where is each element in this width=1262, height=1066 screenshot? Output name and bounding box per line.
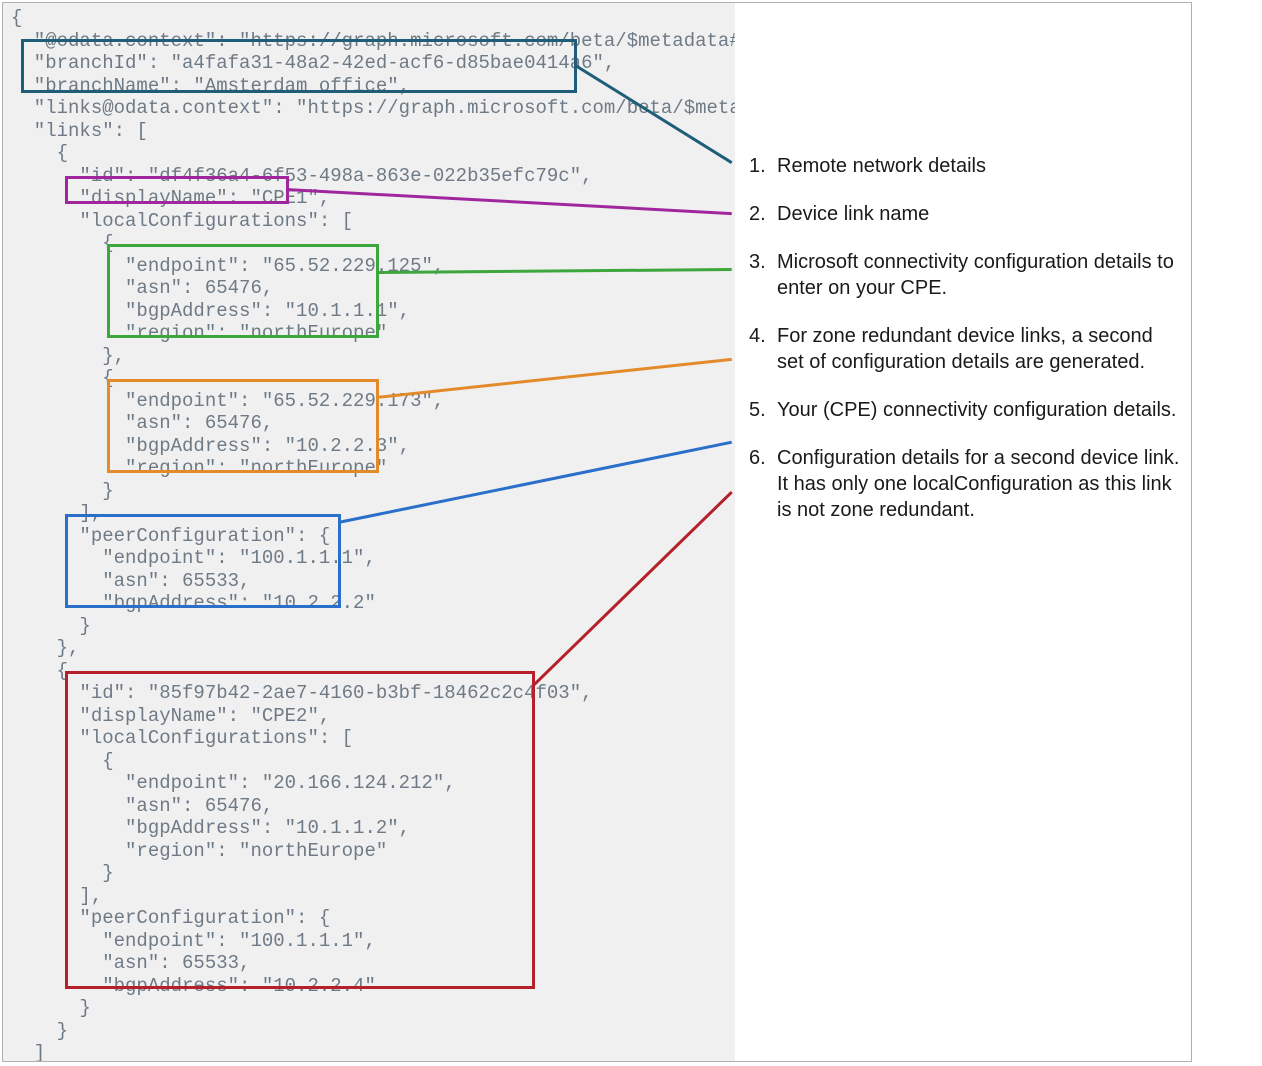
code-line: "@odata.context": "https://graph.microso… xyxy=(11,30,727,53)
code-line: "endpoint": "100.1.1.1", xyxy=(11,930,727,953)
code-line: "displayName": "CPE1", xyxy=(11,187,727,210)
code-line: } xyxy=(11,615,727,638)
code-line: "asn": 65476, xyxy=(11,277,727,300)
legend-item-5: 5.Your (CPE) connectivity configuration … xyxy=(749,397,1181,423)
code-line: { xyxy=(11,142,727,165)
code-line: "region": "northEurope" xyxy=(11,322,727,345)
legend-text: Your (CPE) connectivity configuration de… xyxy=(777,397,1181,423)
legend-item-6: 6.Configuration details for a second dev… xyxy=(749,445,1181,523)
code-pane: { "@odata.context": "https://graph.micro… xyxy=(3,3,735,1061)
legend-item-2: 2.Device link name xyxy=(749,201,1181,227)
diagram-container: { "@odata.context": "https://graph.micro… xyxy=(2,2,1192,1062)
code-line: { xyxy=(11,7,727,30)
code-line: "bgpAddress": "10.2.2.4" xyxy=(11,975,727,998)
code-line: "region": "northEurope" xyxy=(11,457,727,480)
code-line: "peerConfiguration": { xyxy=(11,907,727,930)
code-line: "localConfigurations": [ xyxy=(11,727,727,750)
code-line: "bgpAddress": "10.1.1.1", xyxy=(11,300,727,323)
code-line: } xyxy=(11,997,727,1020)
legend-pane: 1.Remote network details2.Device link na… xyxy=(735,3,1191,1061)
code-line: "asn": 65476, xyxy=(11,412,727,435)
code-line: { xyxy=(11,232,727,255)
code-line: } xyxy=(11,480,727,503)
code-line: }, xyxy=(11,637,727,660)
code-line: "localConfigurations": [ xyxy=(11,210,727,233)
code-line: } xyxy=(11,1020,727,1043)
code-line: { xyxy=(11,660,727,683)
code-line: ] xyxy=(11,1042,727,1061)
legend-number: 5. xyxy=(749,397,777,423)
legend-text: Remote network details xyxy=(777,153,1181,179)
legend-number: 1. xyxy=(749,153,777,179)
code-line: }, xyxy=(11,345,727,368)
legend-number: 2. xyxy=(749,201,777,227)
code-line: "branchId": "a4fafa31-48a2-42ed-acf6-d85… xyxy=(11,52,727,75)
code-line: "asn": 65533, xyxy=(11,570,727,593)
legend-text: For zone redundant device links, a secon… xyxy=(777,323,1181,375)
code-line: "id": "85f97b42-2ae7-4160-b3bf-18462c2c4… xyxy=(11,682,727,705)
code-line: "branchName": "Amsterdam office", xyxy=(11,75,727,98)
legend-text: Device link name xyxy=(777,201,1181,227)
legend-number: 3. xyxy=(749,249,777,301)
code-line: "links": [ xyxy=(11,120,727,143)
code-line: "bgpAddress": "10.1.1.2", xyxy=(11,817,727,840)
code-line: "asn": 65476, xyxy=(11,795,727,818)
code-line: ], xyxy=(11,502,727,525)
legend-number: 4. xyxy=(749,323,777,375)
code-line: { xyxy=(11,750,727,773)
code-line: "bgpAddress": "10.2.2.2" xyxy=(11,592,727,615)
code-line: { xyxy=(11,367,727,390)
legend-number: 6. xyxy=(749,445,777,523)
code-line: "displayName": "CPE2", xyxy=(11,705,727,728)
code-line: "endpoint": "65.52.229.125", xyxy=(11,255,727,278)
code-line: "region": "northEurope" xyxy=(11,840,727,863)
legend-text: Configuration details for a second devic… xyxy=(777,445,1181,523)
code-line: ], xyxy=(11,885,727,908)
legend-item-3: 3.Microsoft connectivity configuration d… xyxy=(749,249,1181,301)
code-line: "peerConfiguration": { xyxy=(11,525,727,548)
legend-text: Microsoft connectivity configuration det… xyxy=(777,249,1181,301)
legend-item-1: 1.Remote network details xyxy=(749,153,1181,179)
code-line: "bgpAddress": "10.2.2.3", xyxy=(11,435,727,458)
code-line: "id": "df4f36a4-6f53-498a-863e-022b35efc… xyxy=(11,165,727,188)
code-line: "endpoint": "20.166.124.212", xyxy=(11,772,727,795)
code-line: "endpoint": "100.1.1.1", xyxy=(11,547,727,570)
code-line: "asn": 65533, xyxy=(11,952,727,975)
code-line: } xyxy=(11,862,727,885)
code-line: "links@odata.context": "https://graph.mi… xyxy=(11,97,727,120)
code-line: "endpoint": "65.52.229.173", xyxy=(11,390,727,413)
legend-item-4: 4.For zone redundant device links, a sec… xyxy=(749,323,1181,375)
